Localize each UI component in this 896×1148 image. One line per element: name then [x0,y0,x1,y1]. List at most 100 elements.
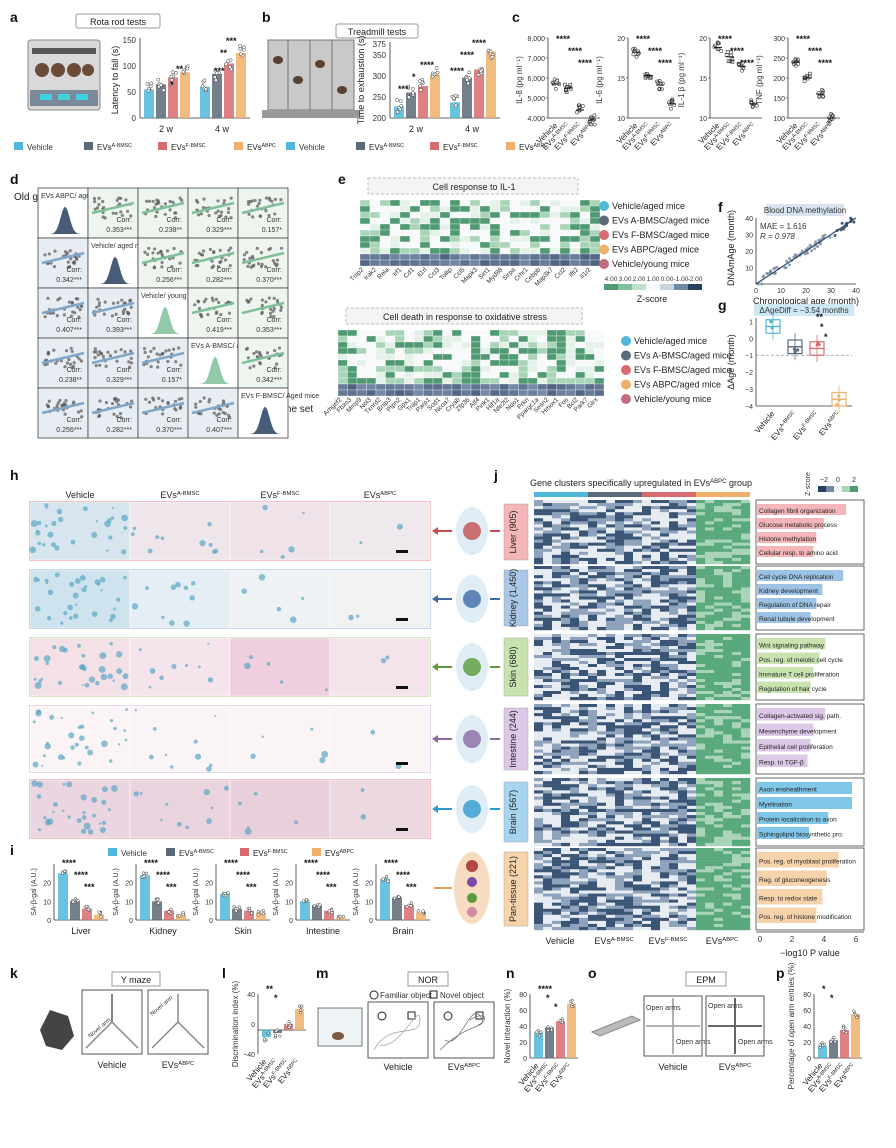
j-cell [606,640,616,644]
j-cell [615,802,625,807]
j-cell [696,500,706,504]
j-cell [651,584,661,588]
a-dot [174,70,178,75]
j-cell [669,536,679,540]
j-cell [561,857,571,861]
h-stain [81,587,87,593]
j-cell [687,551,697,556]
j-cell [696,623,706,628]
j-cell [552,740,562,744]
j-cell [732,500,742,504]
d-pt [65,361,70,365]
c-point [632,46,637,51]
j-cell [588,685,598,689]
j-cell [633,587,643,591]
h-scalebar [396,828,408,831]
j-cell [732,734,742,738]
e1-cell [529,211,541,219]
j-cell [543,734,553,738]
j-cell [579,500,589,504]
j-cell [534,539,544,543]
e1-cell [559,211,571,219]
e1-cell [429,199,441,207]
i-bar-3-2 [324,910,334,920]
j-cell [741,790,751,794]
j-cell [678,676,688,680]
j-cell [723,664,733,668]
j-cell [615,658,625,662]
j-cell [678,790,688,794]
j-cell [588,530,598,534]
j-cell [588,664,598,668]
j-cell [651,620,661,625]
i-sig: **** [62,858,77,868]
d-density [92,256,134,284]
j-cell [732,725,742,729]
i-legend-a_bmsc: EVsA-BMSC [179,849,214,858]
d-pt [156,360,160,364]
e2-cell [546,335,557,343]
j-cell [723,830,733,834]
j-cell [669,740,679,744]
j-cell [543,731,553,735]
j-cell [597,611,607,615]
e2-cell [347,365,358,373]
j-cell [561,815,571,819]
d-pt [272,296,276,300]
d-pt [255,204,260,208]
j-cell [624,833,634,837]
j-cell [660,719,670,723]
j-cell [696,710,706,714]
j-cell [588,716,598,720]
j-cell [624,536,634,540]
e2-cell [594,377,605,385]
j-cell [579,623,589,628]
j-cell [669,770,679,775]
j-cell [660,620,670,625]
j-cell [705,679,715,683]
e1-cell [509,223,521,231]
j-cell [642,587,652,591]
j-cell [597,509,607,513]
d-pt [166,359,170,364]
h-stain [37,828,41,832]
e1-cell [359,205,371,213]
d-pt [69,346,73,350]
j-cell [660,679,670,683]
h-stain [244,662,251,670]
j-cell [588,719,598,723]
e1-cell [519,235,531,243]
j-cell [543,664,553,668]
j-cell [741,691,751,695]
j-cell [696,770,706,775]
j-cell [543,626,553,631]
j-cell [588,752,598,756]
j-cell [534,827,544,831]
e2-cell [508,383,519,391]
j-cell [741,710,751,714]
j-cell [633,530,643,534]
j-cell [669,743,679,747]
j-cell [615,530,625,534]
j-cell [687,581,697,585]
j-cell [669,824,679,828]
d-pt [79,409,83,413]
e2-cell [480,335,491,343]
j-cell [642,506,652,510]
j-cell [660,716,670,720]
h-stain [134,709,137,712]
h-stain [310,727,314,731]
h-stain [56,508,63,515]
j-cell [669,640,679,644]
d-pt [55,314,59,318]
j-cell [723,557,733,562]
j-cell [741,533,751,537]
e2-cell [394,341,405,349]
d-pt [242,257,246,262]
e2-cell [404,359,415,367]
a-bar-0-2 [168,77,178,118]
e1-cell [449,247,461,255]
g-ytick: 0 [749,336,753,343]
j-cell [732,796,742,800]
e1-cell [549,259,561,267]
